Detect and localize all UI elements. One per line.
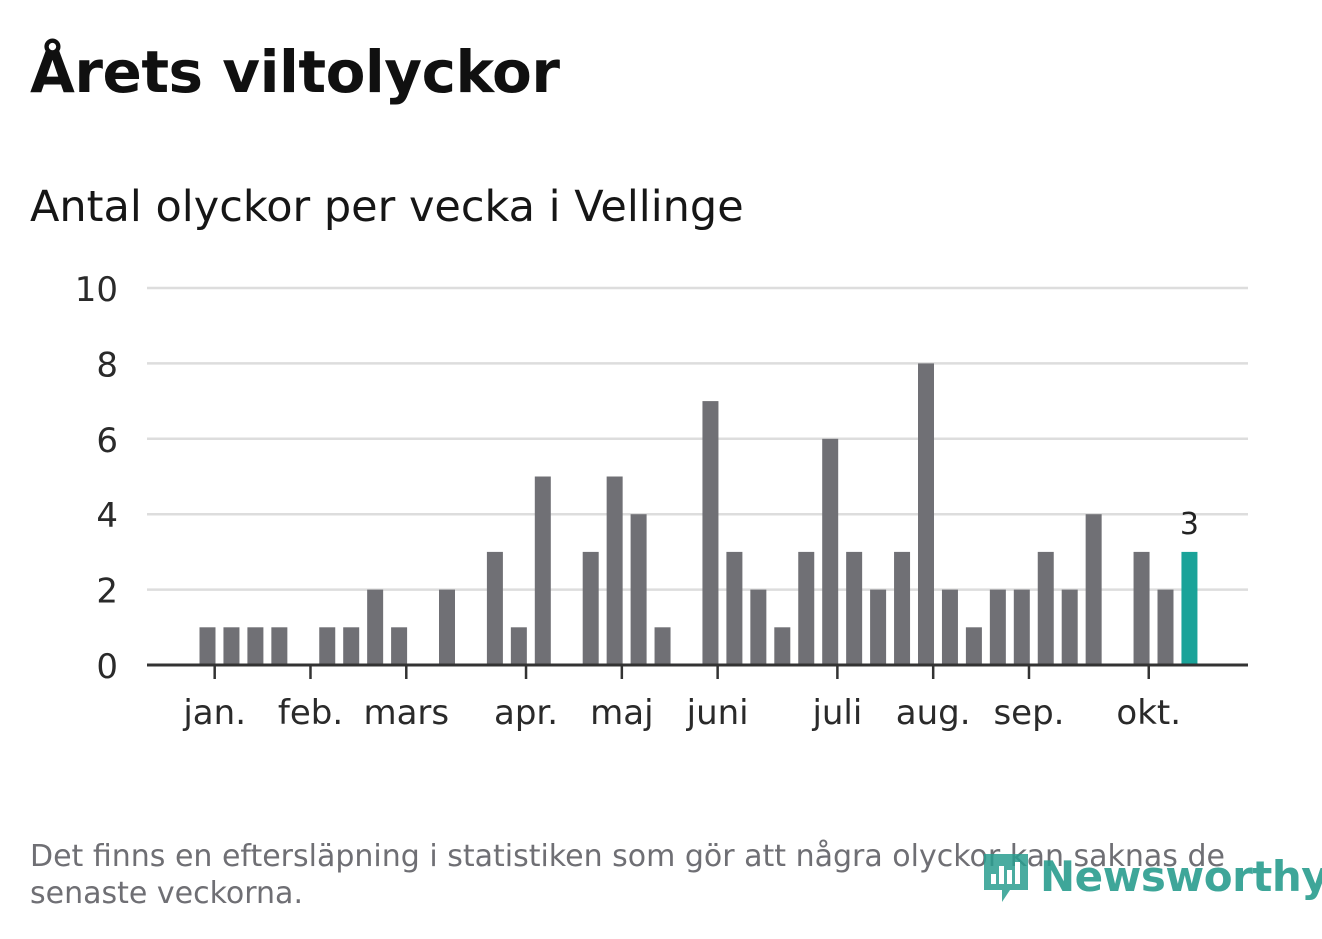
data-label: 3 [1180,507,1199,542]
bar [870,589,887,665]
bar [798,551,815,665]
x-tick-label: apr. [494,693,558,733]
bar [894,551,911,665]
bar [918,363,934,665]
y-tick-label: 2 [96,572,118,612]
bars [199,363,1198,665]
grid-lines [147,286,1248,591]
bar [989,589,1006,665]
y-tick-label: 6 [96,421,118,461]
bar [1013,589,1030,665]
chart-title: Årets viltolyckor [30,38,560,106]
bar [343,627,360,665]
bar [774,627,791,665]
bar-chart: 0 2 4 6 8 10 jan. feb. mars apr. maj juni juli aug. s… [75,270,1248,733]
bar [319,627,336,665]
newsworthy-logo-text: Newsworthy [1040,851,1322,901]
bar-highlight [1181,551,1198,665]
bar [1133,551,1150,665]
bar [486,551,503,665]
x-axis-tick-labels: jan. feb. mars apr. maj juni juli aug. sep. okt. [182,693,1181,733]
bar [199,627,216,665]
y-axis-tick-labels: 0 2 4 6 8 10 [75,270,118,687]
bar [534,476,551,665]
x-axis [147,663,1248,679]
x-tick-label: mars [363,693,449,733]
x-tick-label: okt. [1116,693,1181,733]
bar [1085,514,1102,665]
newsworthy-logo: Newsworthy [980,846,1322,906]
x-tick-label: aug. [896,693,971,733]
x-tick-label: feb. [278,693,343,733]
bar [941,589,958,665]
bar [510,627,527,665]
bar [606,476,623,665]
newsworthy-logo-icon [984,854,1028,902]
bar [271,627,288,665]
bar [582,551,599,665]
x-tick-label: juni [686,693,749,733]
y-tick-label: 10 [75,270,118,310]
bar [846,551,863,665]
bar [1037,551,1054,665]
bar [223,627,240,665]
data-labels: 3 [1180,507,1199,542]
bar [1061,589,1078,665]
x-tick-label: juli [811,693,862,733]
bar [630,514,647,665]
bar [1157,589,1174,665]
bar [439,589,455,665]
x-tick-label: maj [590,693,653,733]
bar [367,589,384,665]
y-tick-label: 0 [96,647,118,687]
x-tick-label: jan. [182,693,246,733]
bar [247,627,264,665]
bar [654,627,671,665]
x-tick-label: sep. [993,693,1064,733]
bar [726,551,743,665]
y-tick-label: 8 [96,345,118,385]
bar [965,627,982,665]
bar [750,589,767,665]
bar [391,627,408,665]
bar [822,438,839,665]
chart-subtitle: Antal olyckor per vecka i Vellinge [30,182,744,232]
bar [702,401,719,665]
y-tick-label: 4 [96,496,118,536]
